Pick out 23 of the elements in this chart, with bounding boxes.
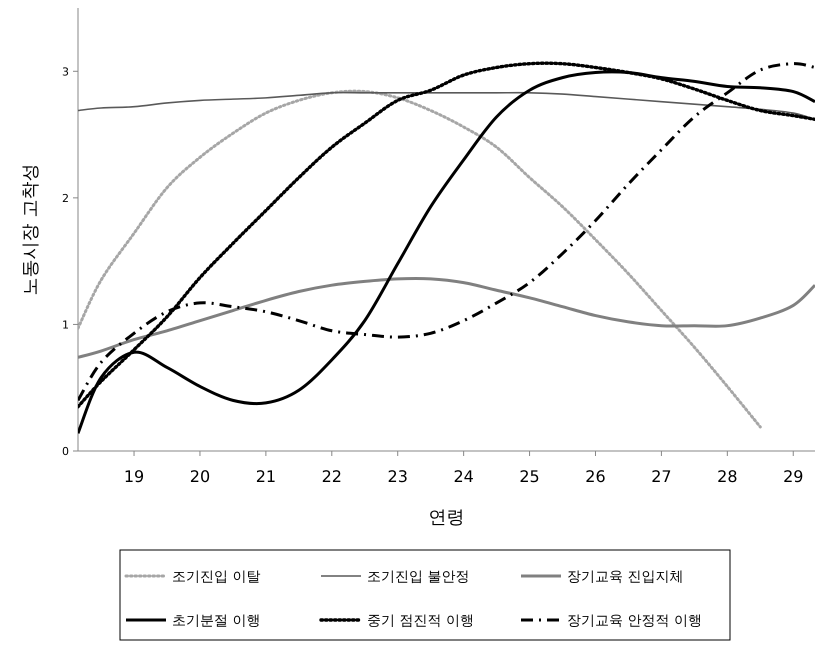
x-tick-label: 28 xyxy=(717,467,738,486)
x-tick-label: 29 xyxy=(783,467,804,486)
y-axis-title: 노동시장 고착성 xyxy=(20,164,41,296)
x-tick-label: 25 xyxy=(519,467,540,486)
y-tick-label: 3 xyxy=(62,65,69,78)
x-tick-label: 24 xyxy=(453,467,474,486)
y-tick-label: 2 xyxy=(62,192,69,205)
x-tick-label: 21 xyxy=(256,467,276,486)
legend-label: 중기 점진적 이행 xyxy=(367,613,474,629)
x-tick-label: 22 xyxy=(322,467,342,486)
legend-label: 장기교육 안정적 이행 xyxy=(567,613,702,629)
x-tick-label: 26 xyxy=(585,467,606,486)
legend-label: 조기진입 불안정 xyxy=(367,569,470,585)
x-axis-title: 연령 xyxy=(428,507,464,528)
x-tick-label: 23 xyxy=(388,467,408,486)
legend-label: 초기분절 이행 xyxy=(172,613,260,629)
x-tick-label: 20 xyxy=(190,467,210,486)
x-tick-label: 27 xyxy=(651,467,672,486)
legend-label: 조기진입 이탈 xyxy=(172,569,260,585)
y-tick-label: 1 xyxy=(62,318,69,332)
x-tick-label: 19 xyxy=(124,467,144,486)
y-tick-label: 0 xyxy=(62,445,69,458)
legend-label: 장기교육 진입지체 xyxy=(567,569,684,585)
